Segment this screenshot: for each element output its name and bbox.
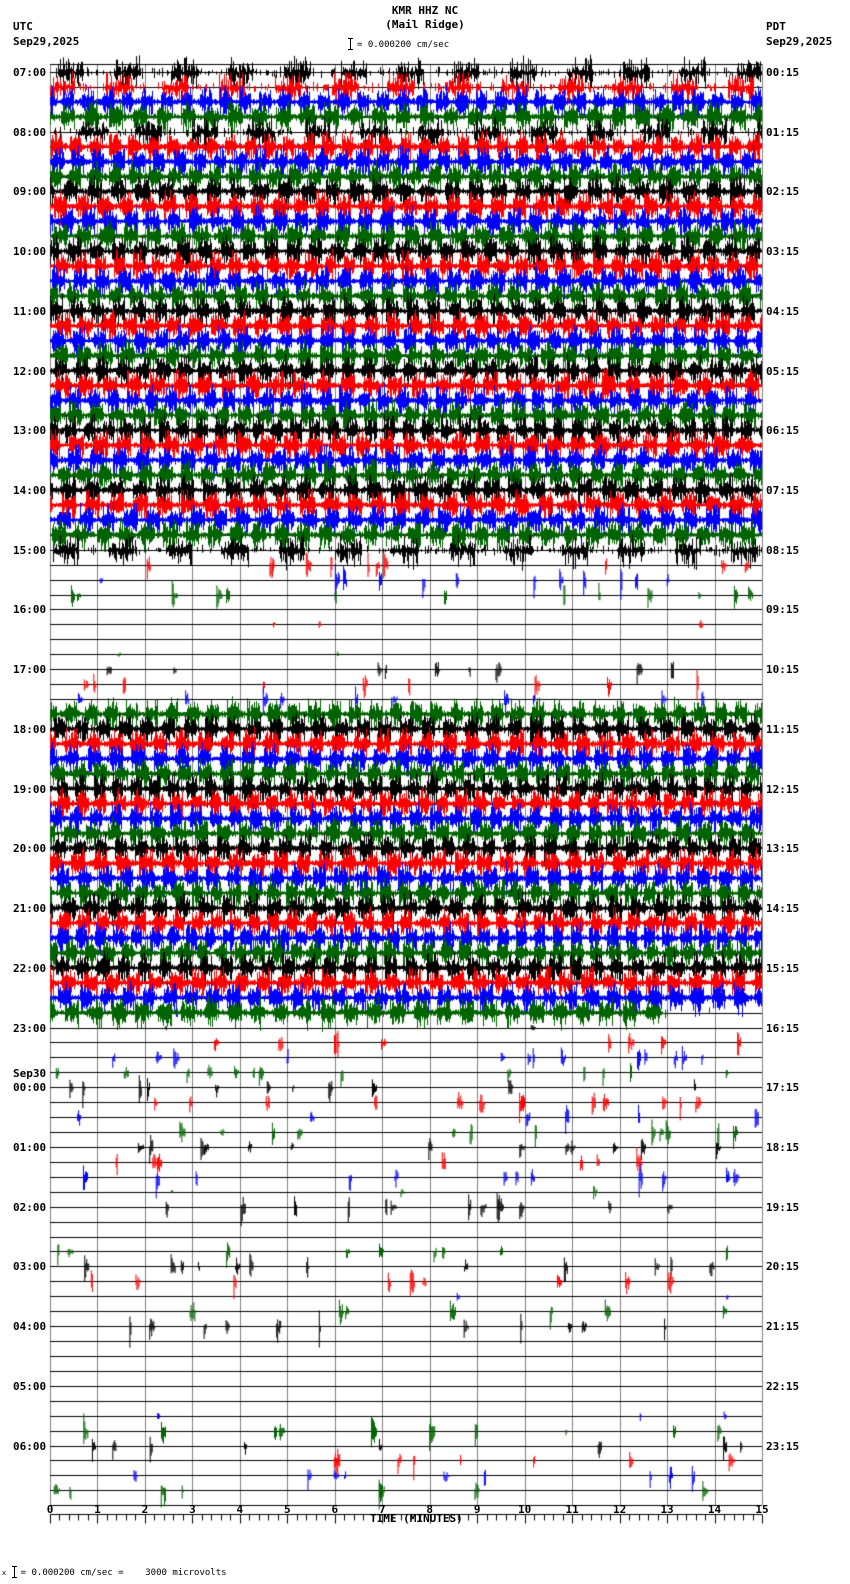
x-tick-label: 11 xyxy=(565,1503,579,1516)
right-time-label: 09:15 xyxy=(766,603,800,617)
x-tick-label: 14 xyxy=(707,1503,722,1516)
right-time-label: 19:15 xyxy=(766,1200,800,1214)
left-date-label: Sep30 xyxy=(13,1067,47,1081)
left-time-label: 06:00 xyxy=(13,1439,47,1453)
x-tick-label: 9 xyxy=(473,1503,481,1516)
right-time-label: 01:15 xyxy=(766,125,800,139)
scale-legend-bottom: x = 0.000200 cm/sec = 3000 microvolts xyxy=(2,1566,227,1578)
left-time-label: 18:00 xyxy=(13,722,47,736)
right-time-label: 11:15 xyxy=(766,722,800,736)
left-time-label: 21:00 xyxy=(13,902,47,916)
right-time-label: 14:15 xyxy=(766,902,800,916)
x-tick-label: 0 xyxy=(46,1503,54,1516)
x-tick-label: 5 xyxy=(284,1503,291,1516)
left-time-label: 04:00 xyxy=(13,1320,47,1334)
right-time-label: 16:15 xyxy=(766,1021,800,1035)
left-time-label: 22:00 xyxy=(13,961,47,975)
right-time-label: 05:15 xyxy=(766,364,800,378)
x-tick-label: 2 xyxy=(141,1503,149,1516)
scale-bar-icon xyxy=(11,1566,17,1578)
right-time-label: 20:15 xyxy=(766,1260,800,1274)
left-time-label: 15:00 xyxy=(13,543,47,557)
right-time-label: 03:15 xyxy=(766,245,800,259)
left-time-label: 14:00 xyxy=(13,484,47,498)
x-tick-label: 8 xyxy=(426,1503,434,1516)
x-tick-label: 12 xyxy=(612,1503,627,1516)
left-time-label: 13:00 xyxy=(13,424,47,438)
right-time-label: 00:15 xyxy=(766,66,800,79)
right-time-label: 17:15 xyxy=(766,1081,800,1095)
right-time-label: 22:15 xyxy=(766,1379,800,1393)
left-time-label: 00:00 xyxy=(13,1081,47,1095)
left-time-label: 23:00 xyxy=(13,1021,47,1035)
left-time-label: 20:00 xyxy=(13,842,47,856)
right-time-label: 10:15 xyxy=(766,663,800,677)
right-time-label: 23:15 xyxy=(766,1439,800,1453)
x-tick-label: 6 xyxy=(331,1503,339,1516)
left-time-label: 01:00 xyxy=(13,1140,47,1154)
x-tick-label: 1 xyxy=(94,1503,101,1516)
left-time-label: 11:00 xyxy=(13,304,47,318)
left-time-label: 08:00 xyxy=(13,125,47,139)
left-time-label: 02:00 xyxy=(13,1200,47,1214)
left-time-label: 03:00 xyxy=(13,1260,47,1274)
left-time-label: 12:00 xyxy=(13,364,47,378)
right-time-label: 04:15 xyxy=(766,304,800,318)
x-tick-label: 3 xyxy=(189,1503,196,1516)
right-time-label: 18:15 xyxy=(766,1140,800,1154)
scale-prefix: x xyxy=(2,1569,7,1577)
right-time-label: 08:15 xyxy=(766,543,800,557)
right-time-label: 12:15 xyxy=(766,782,800,796)
x-axis-label: TIME (MINUTES) xyxy=(370,1512,463,1525)
left-time-label: 19:00 xyxy=(13,782,47,796)
x-tick-label: 4 xyxy=(236,1503,244,1516)
x-tick-label: 15 xyxy=(755,1503,769,1516)
left-time-label: 05:00 xyxy=(13,1379,47,1393)
right-time-label: 13:15 xyxy=(766,842,800,856)
x-tick-label: 13 xyxy=(660,1503,674,1516)
right-time-label: 15:15 xyxy=(766,961,800,975)
right-time-label: 21:15 xyxy=(766,1320,800,1334)
left-time-label: 16:00 xyxy=(13,603,47,617)
x-tick-label: 7 xyxy=(378,1503,386,1516)
left-time-label: 17:00 xyxy=(13,663,47,677)
right-time-label: 07:15 xyxy=(766,484,800,498)
left-time-label: 07:00 xyxy=(13,66,47,79)
right-time-label: 06:15 xyxy=(766,424,800,438)
right-time-label: 02:15 xyxy=(766,185,800,199)
left-time-label: 09:00 xyxy=(13,185,47,199)
x-tick-label: 10 xyxy=(518,1503,532,1516)
scale-text-bottom: = 0.000200 cm/sec = 3000 microvolts xyxy=(20,1568,227,1578)
left-time-label: 10:00 xyxy=(13,245,47,259)
